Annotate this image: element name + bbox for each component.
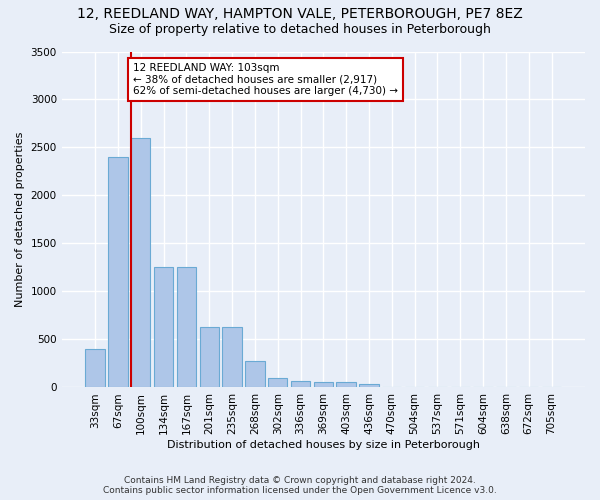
Text: Size of property relative to detached houses in Peterborough: Size of property relative to detached ho…: [109, 22, 491, 36]
Bar: [177, 268, 196, 388]
Bar: [245, 360, 265, 388]
Bar: [359, 384, 379, 388]
Y-axis label: Number of detached properties: Number of detached properties: [15, 132, 25, 307]
Bar: [223, 327, 242, 388]
Text: 12 REEDLAND WAY: 103sqm
← 38% of detached houses are smaller (2,917)
62% of semi: 12 REEDLAND WAY: 103sqm ← 38% of detache…: [133, 63, 398, 96]
Bar: [268, 378, 287, 388]
Text: Contains HM Land Registry data © Crown copyright and database right 2024.
Contai: Contains HM Land Registry data © Crown c…: [103, 476, 497, 495]
Bar: [314, 382, 333, 388]
Bar: [337, 382, 356, 388]
Bar: [108, 157, 128, 388]
Bar: [154, 268, 173, 388]
Bar: [291, 380, 310, 388]
Bar: [200, 327, 219, 388]
Text: 12, REEDLAND WAY, HAMPTON VALE, PETERBOROUGH, PE7 8EZ: 12, REEDLAND WAY, HAMPTON VALE, PETERBOR…: [77, 8, 523, 22]
X-axis label: Distribution of detached houses by size in Peterborough: Distribution of detached houses by size …: [167, 440, 480, 450]
Bar: [131, 138, 151, 388]
Bar: [85, 349, 105, 388]
